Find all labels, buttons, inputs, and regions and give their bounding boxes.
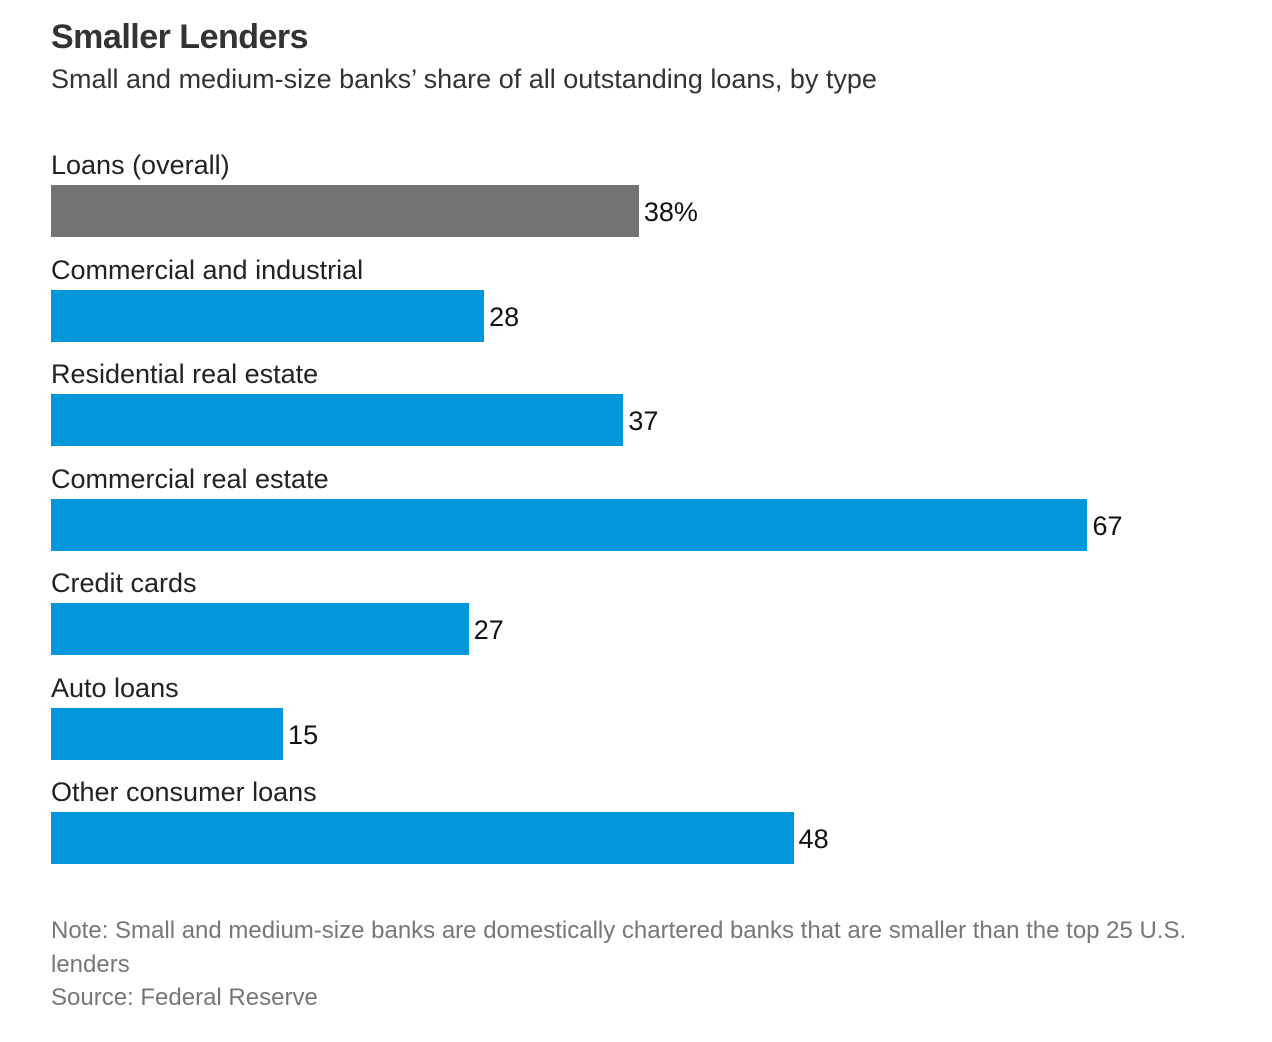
value-label: 48 [798, 824, 829, 854]
bar [51, 289, 485, 342]
category-label: Residential real estate [51, 359, 319, 389]
value-label: 15 [288, 719, 319, 750]
category-label: Credit cards [51, 568, 197, 598]
chart-subtitle: Small and medium-size banks’ share of al… [51, 64, 877, 94]
value-label: 27 [473, 615, 504, 645]
category-label: Commercial real estate [51, 463, 329, 494]
bar [51, 603, 469, 655]
category-label: Commercial and industrial [51, 254, 364, 285]
category-label: Other consumer loans [51, 777, 317, 807]
category-label: Loans (overall) [51, 150, 230, 180]
chart-source: Source: Federal Reserve [51, 984, 318, 1011]
value-label: 28 [489, 301, 520, 332]
value-label: 67 [1092, 510, 1123, 541]
category-label: Auto loans [51, 672, 179, 703]
value-label: 37 [628, 406, 659, 436]
bar [51, 707, 284, 760]
bar [51, 185, 639, 237]
bar [51, 812, 794, 864]
bar [51, 498, 1088, 551]
value-label: 38% [643, 197, 698, 227]
bar [51, 394, 624, 446]
chart-note: Note: Small and medium-size banks are do… [51, 917, 1187, 978]
chart-title: Smaller Lenders [51, 18, 309, 56]
